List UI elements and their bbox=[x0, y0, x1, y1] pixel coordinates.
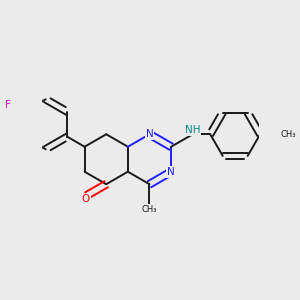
Text: N: N bbox=[167, 167, 175, 177]
Text: N: N bbox=[146, 129, 153, 139]
Text: F: F bbox=[5, 100, 11, 110]
Text: NH: NH bbox=[185, 125, 200, 135]
Text: CH₃: CH₃ bbox=[142, 205, 157, 214]
Text: O: O bbox=[82, 194, 90, 204]
Text: CH₃: CH₃ bbox=[280, 130, 296, 139]
